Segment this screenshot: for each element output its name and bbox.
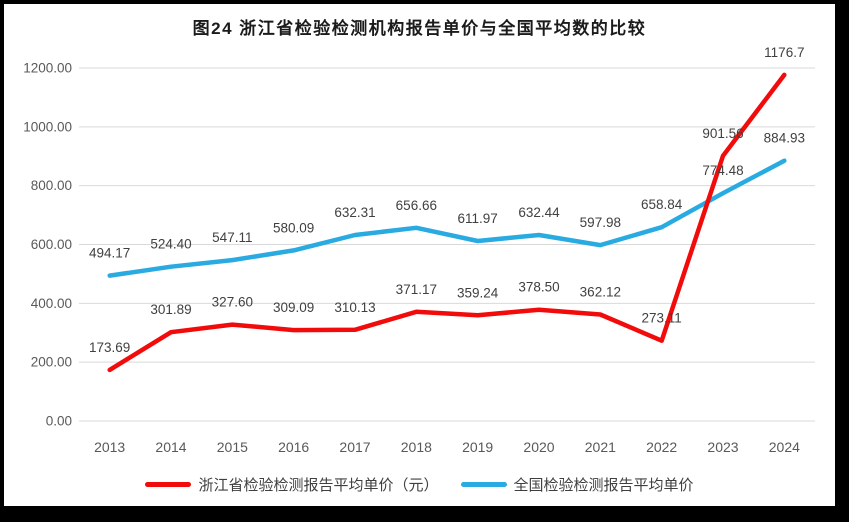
red-line-swatch [145, 482, 192, 487]
chart-legend: 浙江省检验检测报告平均单价（元） 全国检验检测报告平均单价 [4, 474, 835, 495]
legend-item-zhejiang: 浙江省检验检测报告平均单价（元） [145, 474, 439, 495]
legend-label-zhejiang: 浙江省检验检测报告平均单价（元） [198, 477, 439, 494]
legend-label-national: 全国检验检测报告平均单价 [513, 477, 694, 494]
chart-canvas: 图24 浙江省检验检测机构报告单价与全国平均数的比较 浙江省检验检测报告平均单价… [4, 4, 835, 506]
blue-line-swatch [460, 482, 507, 487]
legend-item-national: 全国检验检测报告平均单价 [460, 474, 694, 495]
chart-title: 图24 浙江省检验检测机构报告单价与全国平均数的比较 [192, 19, 647, 38]
